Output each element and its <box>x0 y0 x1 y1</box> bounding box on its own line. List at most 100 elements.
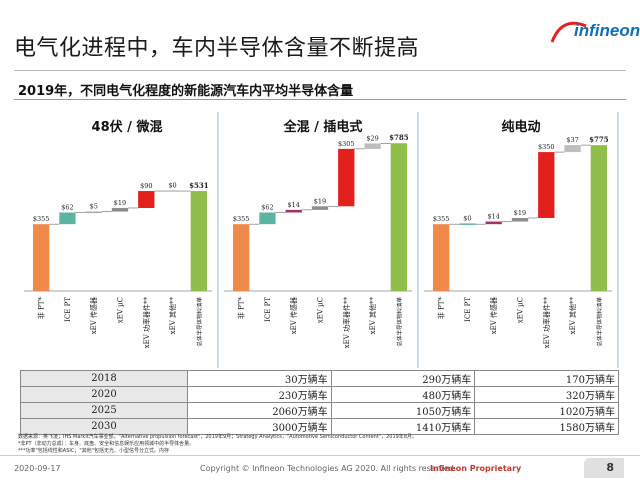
table-cell: 30万辆车 <box>187 370 332 387</box>
table-cell: 290万辆车 <box>330 370 476 387</box>
data-label: $37 <box>566 136 578 144</box>
bar-1 <box>59 212 76 225</box>
data-label: $29 <box>366 134 378 142</box>
tick-label: 总体半导体物料清单 <box>195 297 203 347</box>
tick-label: 总体半导体物料清单 <box>595 297 603 347</box>
waterfall-charts: $355 非 PT* $62 ICE PT $5 xEV 传感器 $19 xEV µC $90 x… <box>24 112 619 368</box>
bar-4 <box>138 191 155 208</box>
bar-1 <box>259 212 276 225</box>
data-label: $0 <box>463 214 471 222</box>
vehicle-volume-table: 2018 30万辆车 290万辆车 170万辆车 2020 230万辆车 480… <box>20 370 619 435</box>
chart-title-hybrid: 全混 / 插电式 <box>283 120 363 135</box>
bar-3 <box>511 217 529 222</box>
tick-label: xEV 传感器 <box>89 297 98 334</box>
note-line: 数据来源：英飞凌；IHS Markit汽车事业部，"Alternative pr… <box>18 434 418 440</box>
bar-2 <box>285 209 302 213</box>
table-cell: 1050万辆车 <box>330 402 476 419</box>
data-label: $62 <box>61 204 73 212</box>
bar-6 <box>190 191 208 291</box>
table-cell: 1410万辆车 <box>330 418 476 435</box>
tick-label: ICE PT <box>264 297 272 322</box>
tick-label: xEV µC <box>117 297 125 323</box>
logo-arc-icon <box>550 21 587 43</box>
data-label: $62 <box>261 204 273 212</box>
bar-1 <box>459 223 476 225</box>
table-cell: 1020万辆车 <box>474 402 619 419</box>
table-cell: 1580万辆车 <box>474 418 619 435</box>
footer-date: 2020-09-17 <box>14 464 61 473</box>
bar-3 <box>311 206 329 210</box>
page-number: 8 <box>606 461 614 474</box>
bar-5 <box>564 145 581 153</box>
data-label: $775 <box>589 135 609 144</box>
data-label: $531 <box>189 181 209 190</box>
bar-0 <box>432 224 450 291</box>
bar-5 <box>164 190 181 192</box>
data-label: $19 <box>114 199 126 207</box>
bar-4 <box>538 152 555 218</box>
tick-label: xEV µC <box>317 297 325 323</box>
table-row: 2018 30万辆车 290万辆车 170万辆车 <box>20 370 619 387</box>
chart-title-mild: 48伏 / 微混 <box>91 120 163 135</box>
tick-label: ICE PT <box>464 297 472 322</box>
table-cell: 3000万辆车 <box>187 418 332 435</box>
data-label: $355 <box>433 215 450 223</box>
table-row: 2020 230万辆车 480万辆车 320万辆车 <box>20 386 619 403</box>
data-label: $90 <box>140 182 152 190</box>
bar-2 <box>485 221 502 225</box>
table-row: 2025 2060万辆车 1050万辆车 1020万辆车 <box>20 402 619 419</box>
footer-copyright: Copyright © Infineon Technologies AG 202… <box>200 464 457 473</box>
tick-label: 非 PT* <box>37 297 46 320</box>
data-label: $785 <box>389 133 409 142</box>
tick-label: ICE PT <box>64 297 72 322</box>
note-line: ***功率"包括线性和ASIC；"其他"包括无光、小型信号分立式。内存 <box>18 448 169 454</box>
data-label: $14 <box>488 213 500 221</box>
infineon-logo: infineon <box>548 18 640 48</box>
bar-0 <box>232 224 250 291</box>
table-cell: 170万辆车 <box>474 370 619 387</box>
table-cell: 2060万辆车 <box>187 402 332 419</box>
footer-proprietary: Infineon Proprietary <box>430 464 522 473</box>
data-label: $355 <box>233 215 250 223</box>
tick-label: xEV 其他** <box>568 297 577 335</box>
bar-6 <box>390 143 408 291</box>
tick-label: 非 PT* <box>437 297 446 320</box>
tick-label: xEV 其他** <box>368 297 377 335</box>
tick-label: xEV 其他** <box>168 297 177 335</box>
source-notes: 数据来源：英飞凌；IHS Markit汽车事业部，"Alternative pr… <box>18 434 618 455</box>
page-number-badge: 8 <box>584 458 624 478</box>
data-label: $305 <box>338 140 355 148</box>
data-label: $350 <box>538 143 555 151</box>
data-label: $19 <box>514 209 526 217</box>
bar-0 <box>32 224 50 291</box>
tick-label: xEV µC <box>517 297 525 323</box>
tick-label: xEV 传感器 <box>489 297 498 334</box>
note-line: *非PT（非动力总成）：车身、底盘、安全和信息娱乐应用领域中的半导体含量。 <box>18 441 195 447</box>
tick-label: xEV 功率器件** <box>342 297 351 349</box>
data-label: $5 <box>90 203 98 211</box>
table-cell: 320万辆车 <box>474 386 619 403</box>
table-cell: 480万辆车 <box>330 386 476 403</box>
tick-label: 非 PT* <box>237 297 246 320</box>
tick-label: xEV 传感器 <box>289 297 298 334</box>
table-cell-year: 2020 <box>20 386 188 403</box>
data-label: $355 <box>33 215 50 223</box>
divider <box>14 99 626 100</box>
table-cell: 230万辆车 <box>187 386 332 403</box>
bar-4 <box>338 148 355 207</box>
logo-text: infineon <box>574 21 640 40</box>
data-label: $19 <box>314 197 326 205</box>
table-cell-year: 2030 <box>20 418 188 435</box>
page-title: 电气化进程中，车内半导体含量不断提高 <box>14 36 420 61</box>
table-cell-year: 2025 <box>20 402 188 419</box>
divider <box>14 70 626 71</box>
chart-title-bev: 纯电动 <box>501 120 541 135</box>
chart-subtitle: 2019年，不同电气化程度的新能源汽车内平均半导体含量 <box>18 84 354 99</box>
data-label: $0 <box>168 181 176 189</box>
footer-divider <box>0 455 640 456</box>
tick-label: xEV 功率器件** <box>142 297 151 349</box>
bar-2 <box>85 211 102 214</box>
tick-label: 总体半导体物料清单 <box>395 297 403 347</box>
bar-3 <box>111 207 129 212</box>
data-label: $14 <box>288 201 300 209</box>
